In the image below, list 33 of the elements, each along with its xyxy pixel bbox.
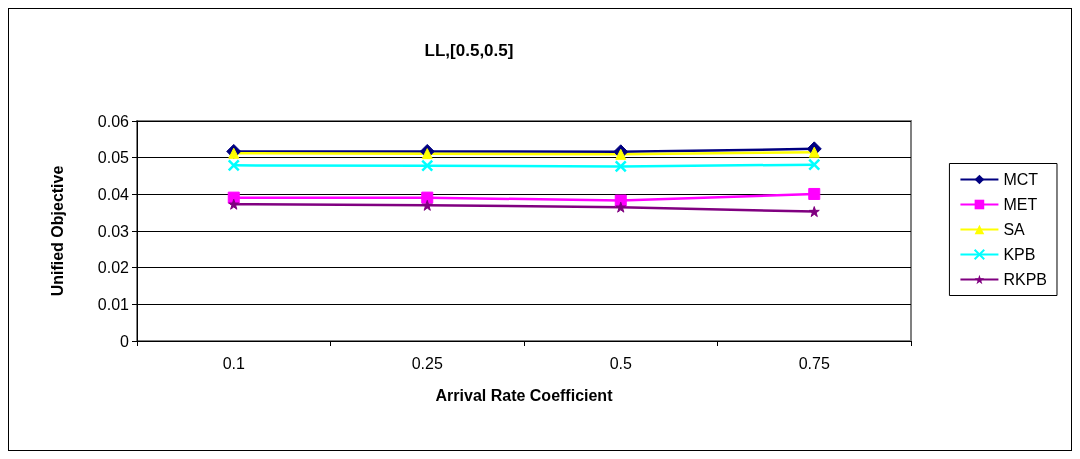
point: [421, 199, 433, 211]
point: [421, 191, 434, 204]
y-axis-title: Unified Objective: [48, 165, 66, 297]
point: [615, 148, 627, 160]
point: [615, 201, 627, 213]
y-tick-label: 0.06: [97, 112, 130, 130]
y-tick-label: 0.03: [97, 222, 130, 240]
legend-label: KPB: [1003, 246, 1036, 263]
chart-title: LL,[0.5,0.5]: [424, 41, 514, 60]
legend-label: MCT: [1003, 171, 1039, 188]
point: [808, 187, 821, 200]
legend-label: MET: [1003, 196, 1038, 213]
y-tick-label: 0.05: [97, 149, 130, 167]
legend-label: RKPB: [1003, 271, 1048, 288]
point: [228, 198, 240, 210]
x-tick-label: 0.75: [798, 354, 830, 372]
x-tick-label: 0.25: [411, 354, 443, 372]
point: [421, 148, 433, 160]
x-tick-label: 0.1: [222, 354, 245, 372]
point: [808, 146, 820, 158]
point: [227, 159, 240, 172]
point: [614, 160, 627, 173]
x-axis-title: Arrival Rate Coefficient: [435, 386, 614, 404]
y-tick-label: 0.01: [97, 295, 130, 313]
y-tick-label: 0: [120, 332, 130, 350]
point: [228, 147, 240, 159]
point: [808, 158, 821, 171]
y-tick-label: 0.02: [97, 259, 130, 277]
legend-label: SA: [1003, 221, 1026, 238]
y-tick-label: 0.04: [97, 185, 130, 203]
x-tick-label: 0.5: [609, 354, 632, 372]
point: [421, 159, 434, 172]
point: [808, 206, 820, 218]
